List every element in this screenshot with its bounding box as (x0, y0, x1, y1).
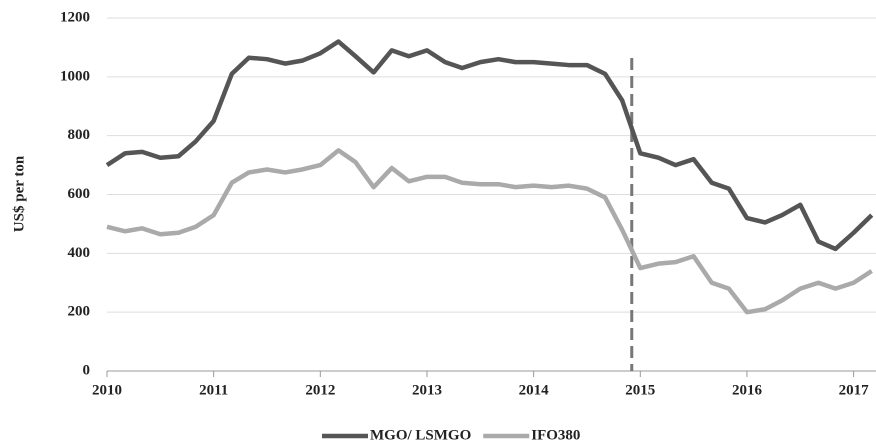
y-tick-label: 0 (83, 362, 91, 378)
legend-label: IFO380 (531, 427, 580, 443)
y-tick-label: 400 (68, 245, 91, 261)
y-tick-label: 800 (68, 127, 91, 143)
x-tick-label: 2012 (305, 382, 335, 398)
series-line (106, 148, 873, 315)
legend-label: MGO/ LSMGO (370, 427, 471, 443)
y-axis-label: US$ per ton (11, 155, 27, 232)
x-tick-label: 2016 (732, 382, 763, 398)
x-tick-label: 2015 (625, 382, 655, 398)
y-tick-label: 1200 (60, 9, 90, 25)
y-tick-label: 1000 (60, 68, 90, 84)
y-tick-label: 200 (68, 304, 91, 320)
y-tick-label: 600 (68, 186, 91, 202)
x-tick-label: 2017 (839, 382, 870, 398)
series-line (105, 39, 874, 252)
x-tick-label: 2014 (519, 382, 550, 398)
x-tick-label: 2010 (92, 382, 122, 398)
x-tick-label: 2011 (199, 382, 228, 398)
x-tick-label: 2013 (412, 382, 442, 398)
